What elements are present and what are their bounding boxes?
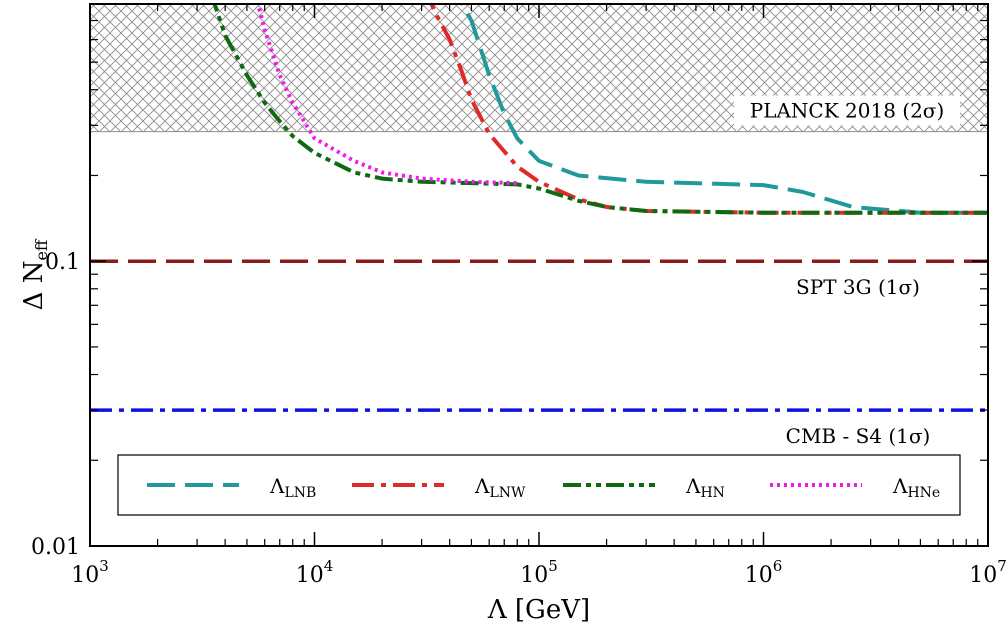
legend-label-main: Λ	[685, 474, 701, 498]
x-tick-label: 105	[520, 557, 558, 588]
legend-label-HNe: ΛHNe	[892, 474, 940, 501]
legend-label-main: Λ	[474, 474, 490, 498]
x-tick-label: 106	[745, 557, 783, 588]
plot-frame	[89, 3, 989, 547]
x-tick-base: 10	[296, 563, 324, 588]
series-line-LNB	[459, 4, 988, 215]
y-tick-label: 0.01	[31, 535, 80, 560]
reference-label-0: SPT 3G (1σ)	[796, 275, 920, 299]
x-tick-label: 107	[969, 557, 1007, 588]
planck-label-text: PLANCK 2018 (2σ)	[750, 99, 945, 123]
y-axis-title: Δ Neff	[19, 238, 51, 310]
series-lines	[212, 4, 988, 215]
x-tick-label: 104	[296, 557, 334, 588]
x-tick-label: 103	[71, 557, 109, 588]
legend-label-sub: HN	[700, 485, 724, 501]
series-line-HNe	[256, 4, 518, 186]
legend-label-main: Λ	[892, 474, 908, 498]
series-line-HN	[212, 4, 988, 215]
legend-label-sub: LNW	[489, 485, 526, 501]
planck-label-bg	[734, 95, 960, 126]
legend-label-LNB: ΛLNB	[269, 474, 316, 501]
annotations: PLANCK 2018 (2σ) SPT 3G (1σ) CMB - S4 (1σ)	[734, 95, 960, 448]
x-axis-title: Λ [GeV]	[487, 595, 590, 625]
legend-label-LNW: ΛLNW	[474, 474, 526, 501]
y-tick-label: 0.1	[45, 250, 80, 275]
legend-label-sub: HNe	[907, 485, 940, 501]
x-tick-base: 10	[745, 563, 773, 588]
reference-label-1: CMB - S4 (1σ)	[786, 424, 931, 448]
x-tick-base: 10	[969, 563, 997, 588]
x-tick-exp: 7	[997, 557, 1007, 575]
legend-label-HN: ΛHN	[685, 474, 725, 501]
x-tick-exp: 3	[99, 557, 109, 575]
x-tick-exp: 6	[773, 557, 783, 575]
x-tick-base: 10	[71, 563, 99, 588]
legend-label-sub: LNB	[284, 485, 316, 501]
legend-label-main: Λ	[269, 474, 285, 498]
x-tick-exp: 5	[548, 557, 558, 575]
legend: ΛLNB ΛLNW ΛHN ΛHNe	[117, 454, 961, 516]
y-axis-title-main: Δ N	[19, 261, 49, 311]
x-tick-base: 10	[520, 563, 548, 588]
x-tick-exp: 4	[324, 557, 334, 575]
planck-label: PLANCK 2018 (2σ)	[734, 95, 960, 126]
reference-lines	[90, 259, 988, 412]
y-axis-title-sub: eff	[32, 238, 51, 260]
